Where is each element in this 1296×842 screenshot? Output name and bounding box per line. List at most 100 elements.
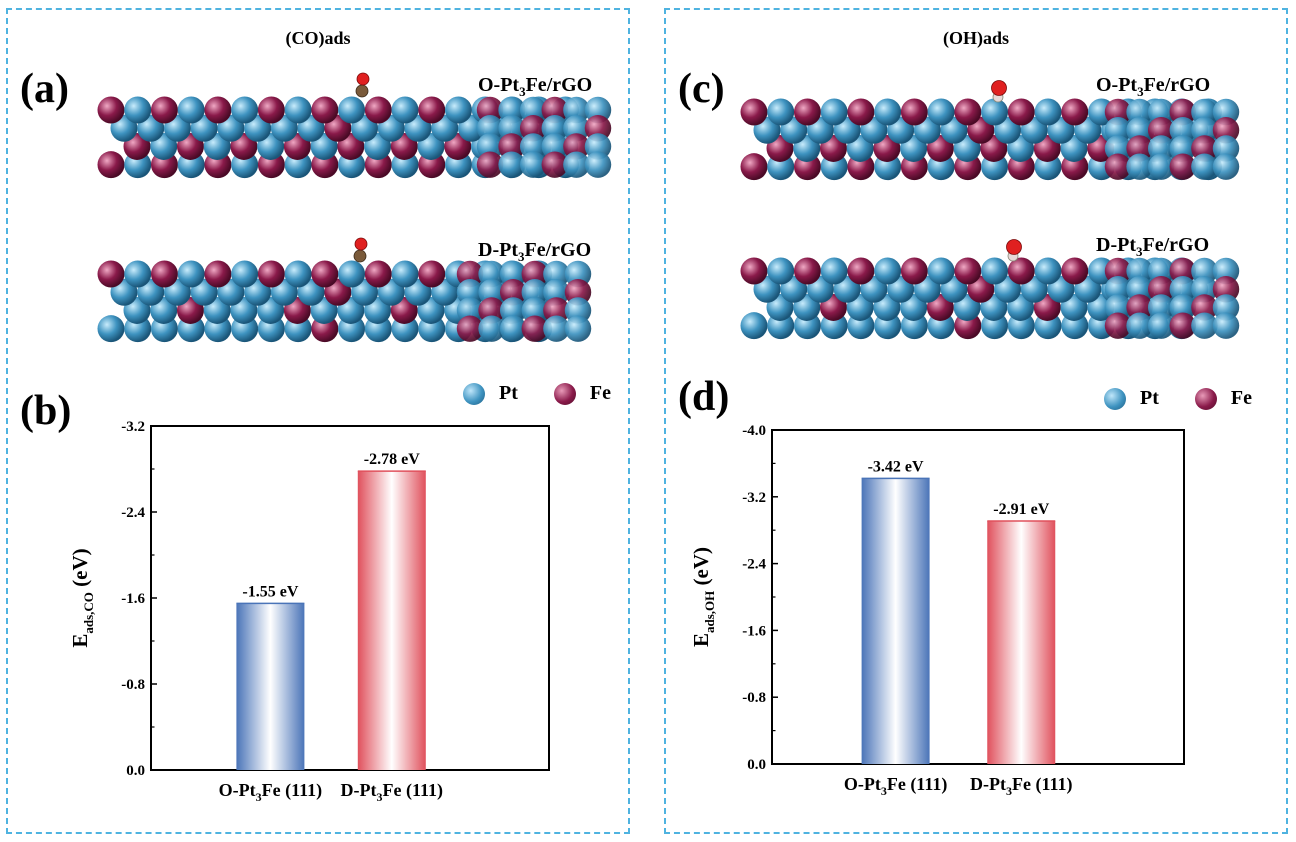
pt-atom <box>498 114 525 142</box>
co-molecule-icon <box>355 72 370 98</box>
legend-label: Fe <box>1230 387 1252 409</box>
pt-atom <box>1104 275 1132 303</box>
pt-atom <box>519 151 547 178</box>
pt-atom <box>1169 275 1197 303</box>
fe-atom <box>1007 98 1035 126</box>
pt-atom <box>820 98 848 126</box>
fe-atom <box>97 260 125 288</box>
fe-atom <box>1169 98 1197 126</box>
pt-atom <box>1212 257 1240 285</box>
pt-atom <box>456 278 484 306</box>
fe-atom <box>1104 153 1132 180</box>
pt-atom <box>1147 135 1175 162</box>
y-axis-title: Eads,CO (eV) <box>68 548 96 647</box>
pt-atom <box>521 297 549 324</box>
pt-atom <box>478 278 505 306</box>
fe-atom <box>364 260 392 288</box>
panel-oh-adsorption: (OH)ads (c) (d) O-Pt3Fe/rGO D-Pt3Fe/rGO … <box>664 8 1288 834</box>
fe-atom <box>1104 98 1132 126</box>
panel-title-oh: (OH)ads <box>942 28 1009 48</box>
fe-atom <box>204 96 232 124</box>
pt-atom <box>563 96 590 124</box>
pt-atom <box>1147 257 1175 285</box>
pt-atom <box>1191 257 1218 285</box>
bar-o-pt3fe <box>861 478 930 764</box>
fe-atom <box>1212 116 1240 144</box>
pt-atom <box>541 133 569 160</box>
fe-atom <box>740 98 768 126</box>
fe-atom <box>1147 275 1175 303</box>
co-molecule-icon <box>353 237 368 263</box>
y-axis-title: Eads,OH (eV) <box>689 547 717 647</box>
pt-atom <box>874 257 902 285</box>
pt-atom <box>1034 98 1062 126</box>
fe-atom <box>1191 135 1218 162</box>
pt-atom <box>927 257 955 285</box>
pt-atom <box>519 133 547 160</box>
pt-atom <box>498 151 525 178</box>
oh-molecule-icon <box>1006 239 1022 262</box>
pt-atom <box>767 98 795 126</box>
pt-atom <box>476 114 504 142</box>
fe-atom <box>476 96 504 124</box>
structure-label-d-pt3fe-rgo: D-Pt3Fe/rGO <box>1096 234 1210 259</box>
fe-atom <box>311 96 339 124</box>
pt-atom <box>1126 116 1153 144</box>
fe-atom <box>1169 312 1197 339</box>
label-c: (c) <box>678 66 725 112</box>
pt-atom <box>1212 135 1240 162</box>
pt-atom <box>1191 312 1218 339</box>
fe-atom <box>150 260 178 288</box>
fe-atom <box>521 315 549 342</box>
fe-atom <box>740 257 768 285</box>
plot-frame <box>150 425 550 771</box>
pt-atom <box>1191 275 1218 303</box>
pt-atom <box>478 315 505 342</box>
bar-d-pt3fe <box>987 521 1056 764</box>
pt-atom <box>519 96 547 124</box>
pt-atom <box>543 278 570 306</box>
pt-atom <box>124 260 152 288</box>
fe-atom <box>364 96 392 124</box>
fe-atom <box>563 133 590 160</box>
fe-atom <box>1104 257 1132 285</box>
bar-chart-co-adsorption: 0.0 -0.8 -1.6 -2.4 -3.2 -1.55 eV O-Pt3Fe (111)… <box>68 419 550 804</box>
fe-atom-icon <box>1194 387 1217 410</box>
fe-atom-icon <box>553 382 576 405</box>
legend-fe: Fe <box>553 382 611 405</box>
fe-atom <box>456 260 484 288</box>
fe-atom <box>1212 275 1240 303</box>
pt-atom <box>177 96 205 124</box>
pt-atom <box>499 260 527 288</box>
pt-atom <box>1126 275 1153 303</box>
x-tick-label: D-Pt3Fe (111) <box>970 774 1072 798</box>
pt-atom <box>1147 153 1175 180</box>
y-tick-label: -1.6 <box>742 623 766 639</box>
pt-atom <box>498 96 525 124</box>
oh-molecule-icon <box>991 80 1007 103</box>
y-tick-label: 0.0 <box>747 757 766 773</box>
pt-atom <box>391 96 419 124</box>
fe-atom <box>498 133 525 160</box>
fe-atom <box>564 278 592 306</box>
y-tick-label: -0.8 <box>121 677 145 693</box>
fe-atom <box>847 98 875 126</box>
pt-atom <box>1212 98 1240 126</box>
pt-atom <box>338 260 366 288</box>
bar-o-pt3fe <box>236 603 305 770</box>
pt-atom <box>584 151 612 178</box>
data-label: -2.78 eV <box>364 451 420 468</box>
pt-atom <box>1169 135 1197 162</box>
pt-atom <box>521 278 549 306</box>
slab-structures-oh <box>740 80 1240 340</box>
pt-atom <box>1126 257 1153 285</box>
fe-atom <box>257 96 285 124</box>
pt-atom <box>584 133 612 160</box>
fe-atom <box>1007 257 1035 285</box>
pt-atom <box>1126 98 1153 126</box>
data-label: -2.91 eV <box>993 501 1049 518</box>
fe-atom <box>793 98 821 126</box>
pt-atom <box>1147 98 1175 126</box>
pt-atom <box>391 260 419 288</box>
pt-atom <box>564 260 592 288</box>
